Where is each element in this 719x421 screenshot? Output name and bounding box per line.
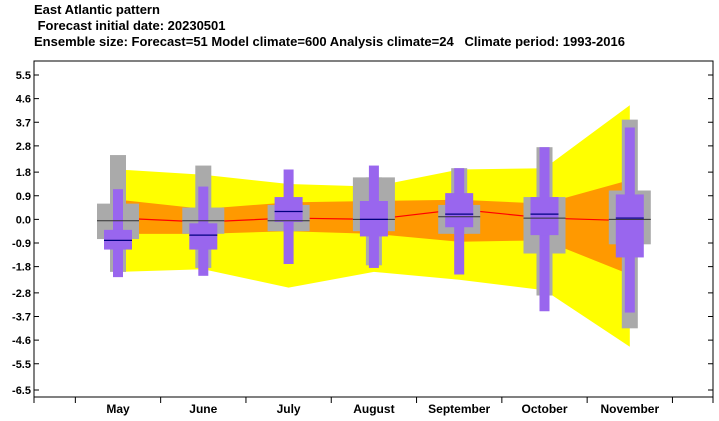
- y-tick-label: -0.9: [12, 238, 31, 250]
- y-tick-label: 0.0: [16, 214, 31, 226]
- y-tick-label: -1.8: [12, 262, 31, 274]
- forecast-box: [104, 229, 132, 250]
- y-tick-label: -2.8: [12, 288, 31, 300]
- x-tick-label-november: November: [600, 402, 659, 416]
- x-tick-label-july: July: [277, 402, 301, 416]
- forecast-box: [359, 201, 388, 237]
- forecast-box: [615, 194, 644, 258]
- y-tick-label: -6.5: [12, 385, 31, 397]
- y-tick-label: -3.7: [12, 312, 31, 324]
- axes: 5.5 4.6 3.7 2.8 1.8 0.9 0.0 -0.9 -1.8 -2.8 -3.7 -4.…: [12, 60, 714, 416]
- forecast-box: [274, 197, 303, 222]
- y-tick-label: 1.8: [16, 167, 31, 179]
- forecast-box: [189, 223, 218, 250]
- chart-title: East Atlantic pattern: [34, 2, 160, 17]
- x-tick-label-september: September: [428, 402, 490, 416]
- y-tick-label: 3.7: [16, 117, 31, 129]
- y-tick-label: -5.5: [12, 359, 31, 371]
- forecast-box: [445, 193, 474, 228]
- plot-area: [97, 105, 651, 347]
- forecast-box: [530, 197, 559, 236]
- x-tick-label-october: October: [521, 402, 567, 416]
- plot-frame: [33, 60, 714, 398]
- forecast-initial-date: Forecast initial date: 20230501: [34, 18, 226, 33]
- x-tick-label-may: May: [106, 402, 130, 416]
- x-tick-label-june: June: [189, 402, 217, 416]
- y-tick-label: 0.9: [16, 191, 31, 203]
- y-tick-label: 2.8: [16, 141, 31, 153]
- x-tick-label-august: August: [353, 402, 394, 416]
- chart-header: East Atlantic pattern Forecast initial d…: [34, 2, 625, 50]
- ensemble-info: Ensemble size: Forecast=51 Model climate…: [34, 34, 625, 49]
- y-tick-label: 4.6: [16, 94, 31, 106]
- y-tick-label: -4.6: [12, 335, 31, 347]
- y-tick-label: 5.5: [16, 70, 31, 82]
